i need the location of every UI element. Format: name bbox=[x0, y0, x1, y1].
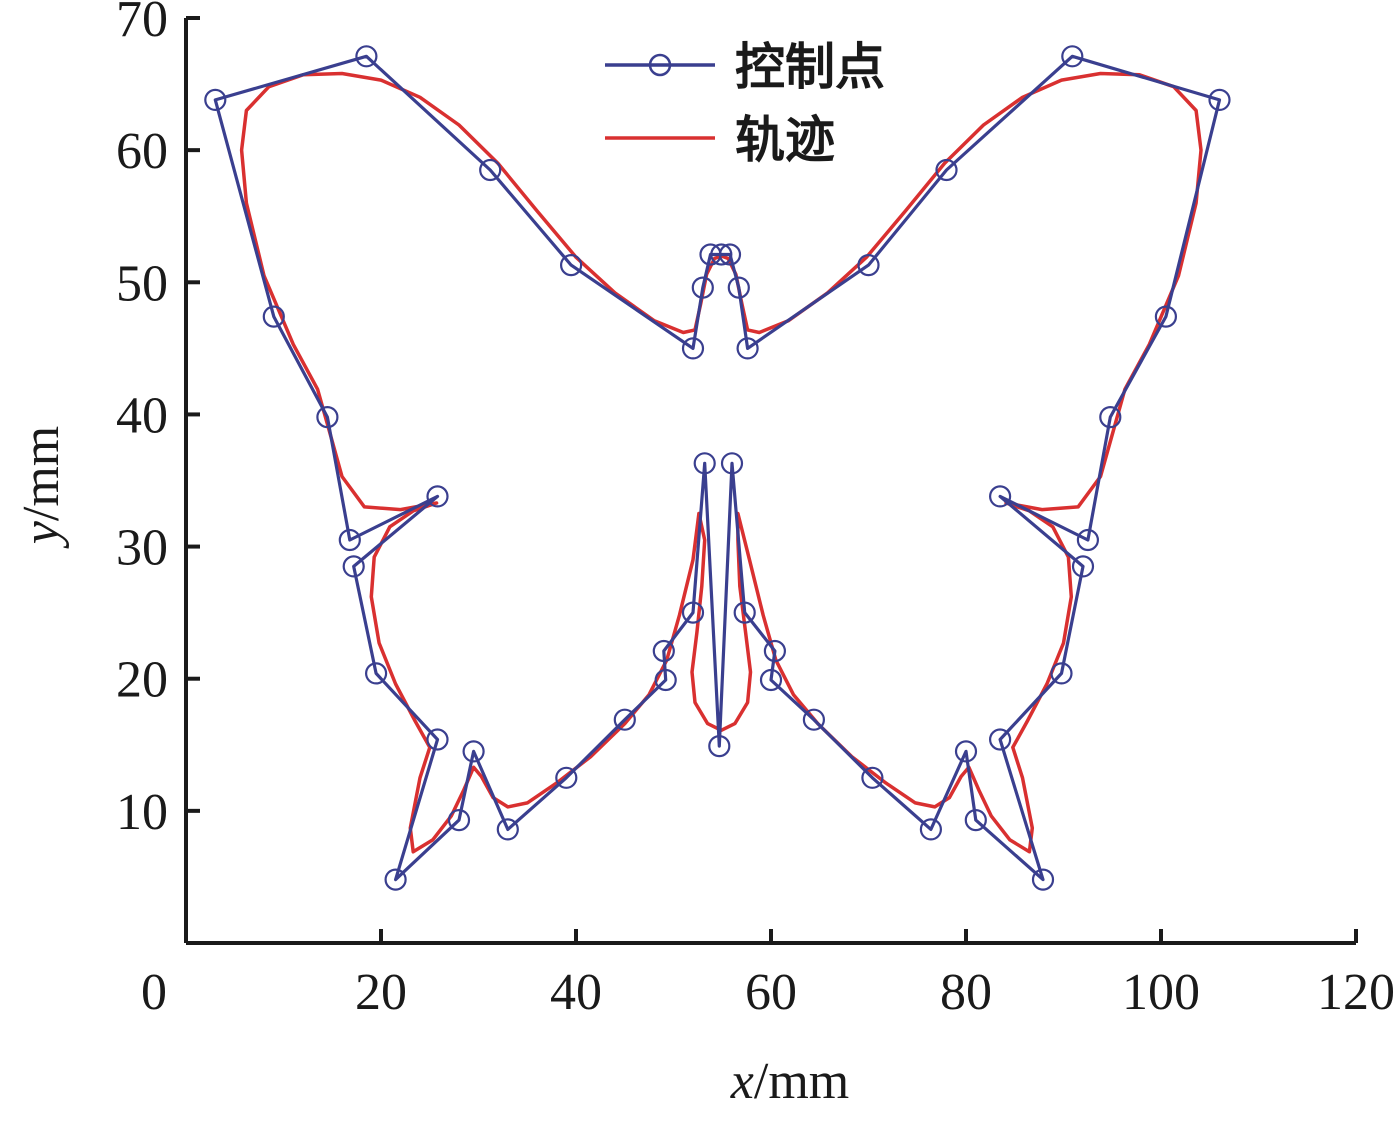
control-point-marker bbox=[1050, 662, 1073, 685]
control-point-marker bbox=[479, 158, 502, 182]
control-point-marker bbox=[763, 639, 787, 663]
x-tick-label: 0 bbox=[141, 964, 167, 1021]
control-point-marker bbox=[681, 337, 705, 360]
x-tick-label: 120 bbox=[1317, 964, 1395, 1021]
control-point-marker bbox=[727, 276, 750, 299]
control-point-marker bbox=[1208, 88, 1231, 112]
control-point-marker bbox=[988, 728, 1012, 751]
x-tick-label: 60 bbox=[745, 964, 797, 1021]
x-tick-label: 40 bbox=[550, 964, 602, 1021]
control-point-marker bbox=[710, 243, 733, 266]
control-point-marker bbox=[559, 254, 583, 277]
legend-control-label: 控制点 bbox=[735, 38, 885, 96]
control-point-marker bbox=[1031, 868, 1055, 891]
control-point-marker bbox=[555, 766, 578, 789]
control-point-marker bbox=[1071, 555, 1095, 578]
legend-control-marker bbox=[648, 53, 672, 77]
control-point-marker bbox=[736, 337, 759, 360]
y-axis-variable: y bbox=[13, 520, 70, 549]
control-point-marker bbox=[342, 555, 365, 578]
control-point-marker bbox=[316, 406, 339, 429]
y-tick-label: 70 bbox=[116, 0, 168, 48]
control-point-marker bbox=[759, 668, 783, 692]
control-point-marker bbox=[496, 818, 519, 841]
control-point-marker bbox=[262, 305, 285, 328]
control-point-marker bbox=[681, 601, 705, 624]
control-point-marker bbox=[1076, 528, 1100, 552]
control-point-marker bbox=[919, 818, 943, 841]
control-point-marker bbox=[338, 528, 361, 552]
control-point-marker bbox=[802, 708, 826, 731]
control-point-marker bbox=[652, 639, 675, 663]
control-polygon-line bbox=[213, 54, 1222, 882]
control-point-marker bbox=[954, 740, 978, 763]
control-point-marker bbox=[1154, 305, 1178, 328]
control-point-marker bbox=[204, 88, 227, 112]
control-point-marker bbox=[861, 766, 884, 789]
control-point-marker bbox=[365, 662, 388, 685]
control-point-marker bbox=[691, 276, 714, 299]
control-point-marker bbox=[718, 243, 742, 266]
control-point-marker bbox=[447, 808, 471, 832]
control-point-marker bbox=[733, 601, 756, 624]
y-axis-unit: /mm bbox=[13, 426, 70, 521]
control-point-marker bbox=[708, 734, 731, 758]
legend: 控制点 轨迹 bbox=[605, 38, 885, 169]
y-tick-label: 10 bbox=[116, 784, 168, 841]
legend-trajectory-label: 轨迹 bbox=[735, 111, 835, 169]
control-point-marker bbox=[720, 452, 744, 475]
control-point-marker bbox=[988, 485, 1012, 508]
control-point-marker bbox=[613, 708, 636, 731]
control-point-marker bbox=[384, 868, 407, 891]
x-tick-label: 80 bbox=[940, 964, 992, 1021]
control-point-marker bbox=[654, 668, 677, 692]
x-tick-label: 100 bbox=[1122, 964, 1200, 1021]
control-point-marker bbox=[964, 808, 987, 832]
series bbox=[204, 45, 1231, 891]
control-point-marker bbox=[355, 45, 378, 68]
control-point-marker bbox=[693, 452, 716, 475]
y-tick-label: 20 bbox=[116, 652, 168, 709]
control-point-marker bbox=[426, 485, 449, 508]
control-point-marker bbox=[935, 158, 958, 182]
control-point-marker bbox=[1099, 406, 1122, 429]
y-tick-label: 30 bbox=[116, 520, 168, 577]
control-point-marker bbox=[426, 728, 449, 751]
y-tick-label: 60 bbox=[116, 123, 168, 180]
y-tick-label: 40 bbox=[116, 387, 168, 444]
x-tick-label: 20 bbox=[355, 964, 407, 1021]
control-point-marker bbox=[857, 254, 880, 277]
control-point-marker bbox=[462, 740, 485, 763]
x-axis-label: x/mm bbox=[730, 1053, 849, 1110]
y-tick-label: 50 bbox=[116, 255, 168, 312]
y-axis-label: y/mm bbox=[13, 426, 70, 549]
ticks: 0 20 40 60 80 100 120 10 20 30 40 50 60 70 bbox=[116, 0, 1395, 1021]
x-axis-variable: x bbox=[730, 1053, 754, 1110]
control-point-marker bbox=[1061, 45, 1084, 68]
x-axis-unit: /mm bbox=[754, 1053, 849, 1110]
